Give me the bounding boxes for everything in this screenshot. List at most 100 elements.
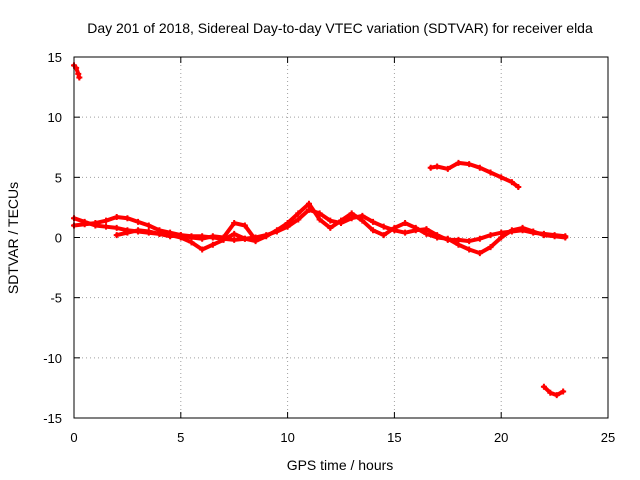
series-segment-late-high [428,160,521,189]
data-point [466,161,473,168]
x-tick-label: 5 [177,430,184,445]
data-point [455,241,462,248]
data-point [476,235,483,242]
data-point [498,234,505,241]
data-point [547,389,554,396]
data-point [316,216,323,223]
data-point [76,74,83,81]
data-point [231,236,238,243]
data-point [241,235,248,242]
data-point [145,222,152,229]
data-point [295,216,302,223]
data-point [113,232,120,239]
data-point [476,164,483,171]
y-tick-label: -5 [50,291,62,306]
data-point [177,232,184,239]
data-point [327,224,334,231]
data-point [402,229,409,236]
data-point [466,238,473,245]
data-point [487,232,494,239]
data-point [124,229,131,236]
data-point [103,223,110,230]
data-point [156,230,163,237]
x-axis-label: GPS time / hours [287,457,394,473]
data-point [530,228,537,235]
data-point [540,232,547,239]
data-point [380,232,387,239]
x-tick-label: 20 [494,430,508,445]
data-point [295,210,302,217]
data-point [553,392,560,399]
data-point [145,228,152,235]
data-point [231,230,238,237]
data-point [498,174,505,181]
data-point [434,163,441,170]
data-point [508,227,515,234]
data-point [252,236,259,243]
chart-title: Day 201 of 2018, Sidereal Day-to-day VTE… [87,20,593,36]
data-point [75,70,82,77]
data-point [92,222,99,229]
y-axis-label: SDTVAR / TECUs [5,182,21,294]
data-point [412,224,419,231]
data-point [423,230,430,237]
data-point [113,214,120,221]
grid [74,57,608,418]
data-point [327,217,334,224]
data-point [434,234,441,241]
y-tick-label: 10 [48,110,62,125]
x-tick-label: 15 [387,430,401,445]
data-point [391,224,398,231]
data-point [113,224,120,231]
data-point [402,220,409,227]
data-point [487,244,494,251]
data-point [476,250,483,257]
data-point [241,222,248,229]
y-tick-label: 5 [55,170,62,185]
data-point [199,235,206,242]
data-point [305,200,312,207]
data-point [284,220,291,227]
y-axis-ticks: 15 10 5 0 -5 -10 -15 [43,50,608,426]
data-point [135,227,142,234]
x-tick-label: 0 [70,430,77,445]
data-point [220,234,227,241]
data-point [359,217,366,224]
data-point [263,233,270,240]
data-point [560,388,567,395]
y-tick-label: -15 [43,411,62,426]
data-point [508,179,515,186]
data-point [135,218,142,225]
y-tick-label: 15 [48,50,62,65]
data-point [540,383,547,390]
data-point [81,218,88,225]
x-tick-label: 10 [280,430,294,445]
data-point [370,227,377,234]
data-point [487,169,494,176]
data-point [444,235,451,242]
data-series [71,62,569,399]
data-point [338,217,344,224]
data-point [188,234,195,241]
data-point [455,159,462,166]
y-tick-label: 0 [55,231,62,246]
data-point [199,246,206,253]
data-point [273,227,280,234]
data-point [124,215,131,222]
data-point [209,241,216,248]
data-point [167,233,174,240]
data-point [427,164,434,171]
data-point [231,220,238,227]
x-tick-label: 25 [601,430,615,445]
x-axis-ticks: 0 5 10 15 20 25 [70,57,615,445]
series-segment-late-low [541,384,566,398]
data-point [370,218,377,225]
data-point [444,165,451,172]
data-point [103,217,110,224]
data-point [519,224,526,231]
y-tick-label: -10 [43,351,62,366]
data-point [380,223,387,230]
data-point [209,233,216,240]
data-point [562,234,569,241]
